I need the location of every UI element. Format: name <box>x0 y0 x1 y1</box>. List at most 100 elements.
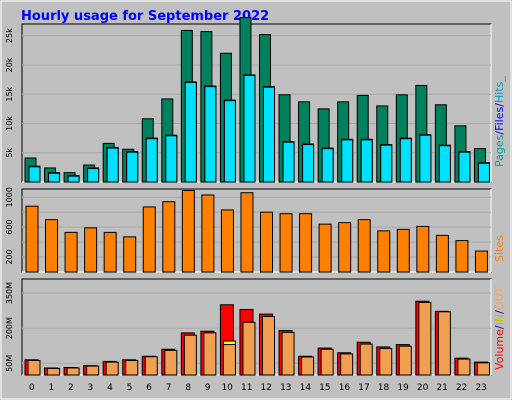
hits-panel: 5k 10k 15k 20k 25k <box>5 17 492 183</box>
volume-ytick-label: 350M <box>5 282 14 304</box>
sites-bar <box>103 231 117 273</box>
out-bar <box>379 348 393 376</box>
files-bar <box>126 151 139 183</box>
sites-bar <box>142 206 156 273</box>
sites-bar <box>220 209 234 273</box>
volume-legend-part: OUT <box>493 286 506 310</box>
volume-legend-part: / <box>493 325 506 329</box>
sites-bar <box>377 230 391 273</box>
sites-bar <box>201 194 215 273</box>
hits-legend-part: / <box>493 131 506 135</box>
x-tick-label: 21 <box>436 383 447 393</box>
out-bar <box>359 343 373 376</box>
x-tick-label: 9 <box>205 383 211 393</box>
sites-legend-part: Sites <box>493 235 506 262</box>
x-tick-label: 23 <box>476 383 487 393</box>
hits-ytick-label: 20k <box>5 57 14 72</box>
volume-legend-part: / <box>493 310 506 314</box>
files-bar <box>204 86 217 183</box>
out-bar <box>47 367 61 376</box>
out-bar <box>27 359 41 376</box>
x-tick-label: 4 <box>107 383 113 393</box>
x-tick-label: 20 <box>417 383 429 393</box>
hits-legend-part: Files <box>493 106 506 130</box>
x-tick-label: 11 <box>241 383 252 393</box>
sites-ytick-label: 1000 <box>5 187 14 207</box>
x-tick-label: 12 <box>261 383 272 393</box>
x-tick-label: 1 <box>48 383 54 393</box>
files-bar <box>321 148 334 183</box>
files-bar <box>302 144 315 183</box>
sites-bar <box>64 231 78 273</box>
volume-panel: 50M 200M 350M <box>5 278 492 376</box>
hits-ytick-label: 5k <box>5 148 14 158</box>
hits-panel-plot-area <box>21 23 492 183</box>
files-bar <box>87 168 100 183</box>
sites-bar <box>435 234 449 273</box>
hits-legend-part: _ <box>493 76 506 83</box>
files-bar <box>380 144 393 183</box>
x-tick-label: 15 <box>319 383 330 393</box>
hits-legend: Pages/Files/Hits_ <box>493 76 506 167</box>
x-tick-label: 18 <box>378 383 390 393</box>
out-bar <box>125 359 139 376</box>
files-bar <box>477 162 490 183</box>
legend-layer: Pages/Files/Hits_ Sites Volume/IN/OUT <box>493 76 506 370</box>
volume-ytick-label: 200M <box>5 317 14 339</box>
x-tick-label: 5 <box>127 383 133 393</box>
sites-bar <box>279 213 293 273</box>
out-bar <box>418 301 432 376</box>
volume-panel-plot-area <box>21 278 492 376</box>
out-bar <box>301 356 315 376</box>
sites-bar <box>357 219 371 273</box>
sites-bar <box>162 201 176 273</box>
volume-ytick-label: 50M <box>5 355 14 372</box>
files-bar <box>282 141 295 183</box>
files-bar <box>360 139 373 183</box>
out-bar <box>320 348 334 376</box>
files-bar <box>399 138 412 183</box>
out-bar <box>105 361 119 376</box>
hits-ytick-label: 10k <box>5 116 14 131</box>
out-bar <box>476 362 490 376</box>
sites-bar <box>416 225 430 273</box>
files-bar <box>438 145 451 183</box>
files-bar <box>67 175 80 183</box>
files-bar <box>223 100 236 183</box>
out-bar <box>183 334 197 376</box>
sites-bar <box>123 236 137 273</box>
hits-ytick-label: 15k <box>5 86 14 101</box>
x-tick-label: 7 <box>166 383 172 393</box>
files-bar <box>28 166 41 183</box>
volume-legend: Volume/IN/OUT <box>493 286 506 370</box>
files-bar <box>419 134 432 183</box>
panels-layer: 5k 10k 15k 20k 25k 200 600 1000 50M 200M 350M <box>5 17 492 376</box>
sites-bar <box>25 205 39 273</box>
files-bar <box>184 82 197 183</box>
files-bar <box>106 147 119 183</box>
x-tick-label: 2 <box>68 383 74 393</box>
out-bar <box>86 365 100 376</box>
files-bar <box>165 135 178 183</box>
sites-panel-plot-area <box>21 188 492 273</box>
out-bar <box>164 349 178 376</box>
x-tick-label: 0 <box>29 383 35 393</box>
sites-ytick-label: 600 <box>5 219 14 234</box>
sites-panel: 200 600 1000 <box>5 187 492 273</box>
out-bar <box>281 331 295 376</box>
sites-bar <box>240 192 254 273</box>
x-tick-label: 8 <box>185 383 191 393</box>
files-bar <box>243 74 256 183</box>
x-tick-label: 6 <box>146 383 152 393</box>
x-tick-label: 19 <box>397 383 409 393</box>
sites-bar <box>84 227 98 273</box>
x-axis-labels: 0 1 2 3 4 5 6 7 8 9 10 11 12 13 14 15 16 17 18 19 20 21 22 23 <box>29 383 487 393</box>
hits-ytick-label: 25k <box>5 28 14 43</box>
out-bar <box>203 332 217 376</box>
sites-bar <box>338 222 352 273</box>
files-bar <box>48 172 61 183</box>
out-bar <box>222 344 236 376</box>
